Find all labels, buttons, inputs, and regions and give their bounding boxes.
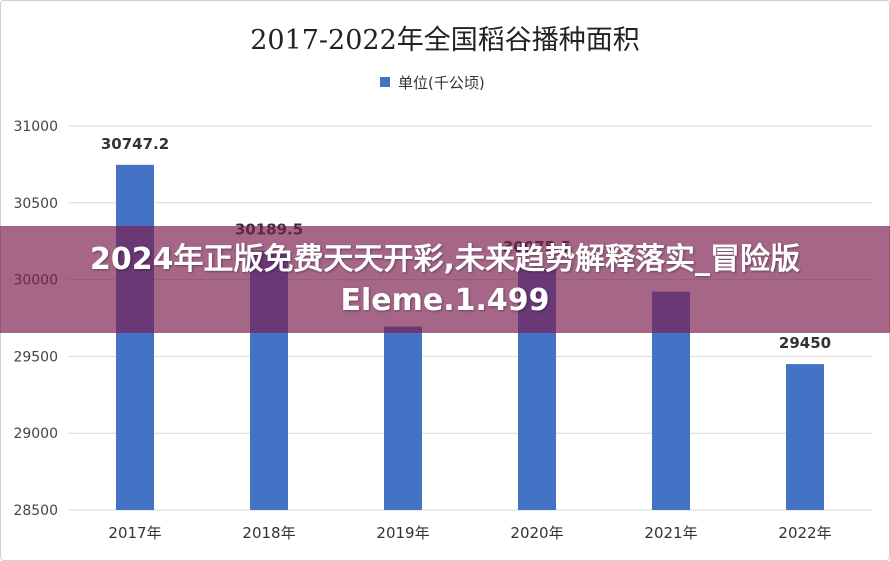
chart-legend: 单位(千公顷) bbox=[380, 72, 485, 92]
bar bbox=[116, 164, 154, 510]
x-tick-label: 2020年 bbox=[510, 524, 563, 542]
bar bbox=[384, 326, 422, 510]
bar-value-label: 29450 bbox=[779, 334, 831, 352]
x-tick-label: 2019年 bbox=[376, 524, 429, 542]
overlay-text: 2024年正版免费天天开彩,未来趋势解释落实_冒险版Eleme.1.499 bbox=[90, 241, 800, 318]
x-tick-label: 2021年 bbox=[644, 524, 697, 542]
bar-value-label: 30747.2 bbox=[101, 135, 169, 153]
y-tick-label: 28500 bbox=[13, 503, 58, 519]
y-tick-label: 29500 bbox=[13, 349, 58, 365]
legend-swatch bbox=[380, 77, 390, 87]
x-tick-label: 2017年 bbox=[108, 524, 161, 542]
x-tick-label: 2018年 bbox=[242, 524, 295, 542]
legend-label: 单位(千公顷) bbox=[398, 73, 485, 92]
y-tick-label: 30500 bbox=[13, 196, 58, 212]
x-tick-label: 2022年 bbox=[778, 524, 831, 542]
bar bbox=[786, 364, 824, 510]
y-tick-label: 29000 bbox=[13, 426, 58, 442]
chart-title: 2017-2022年全国稻谷播种面积 bbox=[250, 25, 640, 56]
title-overlay-banner: 2024年正版免费天天开彩,未来趋势解释落实_冒险版Eleme.1.499 bbox=[0, 226, 890, 333]
y-tick-label: 31000 bbox=[13, 119, 58, 135]
